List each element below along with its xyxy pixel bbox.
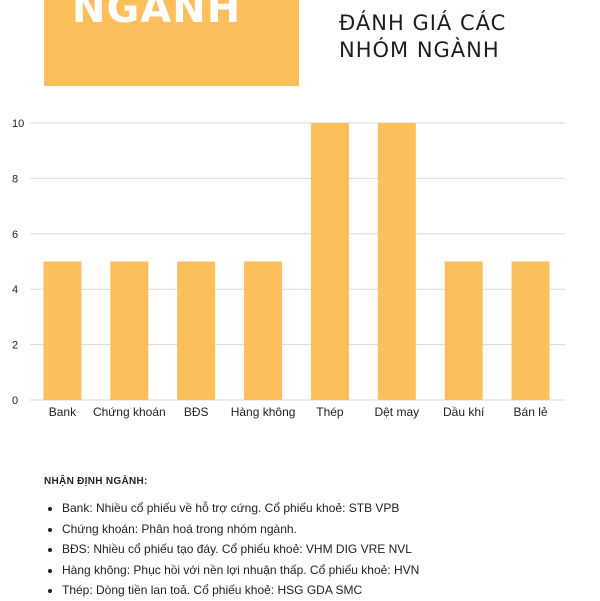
- notes-item: BĐS: Nhiều cổ phiếu tạo đáy. Cổ phiếu kh…: [62, 539, 584, 560]
- bar: [444, 261, 483, 400]
- x-tick-label: Bank: [49, 405, 77, 419]
- page-title: ĐÁNH GIÁ CÁC NHÓM NGÀNH: [339, 11, 507, 62]
- bar: [110, 261, 149, 400]
- y-tick-label: 10: [12, 118, 24, 130]
- x-tick-label: Dầu khí: [443, 405, 485, 419]
- notes-item: Chứng khoán: Phân hoá trong nhóm ngành.: [62, 519, 584, 540]
- bar: [244, 261, 283, 400]
- bar: [43, 261, 82, 400]
- x-tick-label: Chứng khoán: [93, 405, 166, 419]
- x-tick-label: BĐS: [184, 405, 209, 419]
- x-tick-label: Thép: [316, 405, 344, 419]
- y-tick-label: 4: [12, 284, 18, 296]
- bar: [310, 123, 349, 400]
- y-tick-label: 8: [12, 173, 18, 185]
- x-tick-label: Hàng không: [231, 405, 296, 419]
- y-tick-label: 6: [12, 229, 18, 241]
- bar: [511, 261, 550, 400]
- notes-list: Bank: Nhiều cổ phiếu về hỗ trợ cứng. Cổ …: [44, 498, 584, 601]
- notes-section: NHẬN ĐỊNH NGÀNH: Bank: Nhiều cổ phiếu về…: [44, 476, 584, 601]
- bar: [177, 261, 216, 400]
- bar: [377, 123, 416, 400]
- notes-item: Thép: Dòng tiền lan toả. Cổ phiếu khoẻ: …: [62, 580, 584, 601]
- y-tick-label: 2: [12, 340, 18, 352]
- notes-item: Hàng không: Phục hồi với nền lợi nhuận t…: [62, 560, 584, 581]
- notes-heading: NHẬN ĐỊNH NGÀNH:: [44, 476, 148, 487]
- notes-item: Bank: Nhiều cổ phiếu về hỗ trợ cứng. Cổ …: [62, 498, 584, 519]
- x-tick-label: Dệt may: [374, 405, 419, 419]
- x-tick-label: Bán lẻ: [514, 405, 548, 419]
- hero-text: NGÀNH: [72, 0, 242, 32]
- y-tick-label: 0: [12, 395, 18, 407]
- bar-chart: 0 2 4 6 8 10 Bank Chứng khoán BĐS Hàng không Thép D…: [12, 118, 565, 419]
- hero-box: [44, 0, 299, 86]
